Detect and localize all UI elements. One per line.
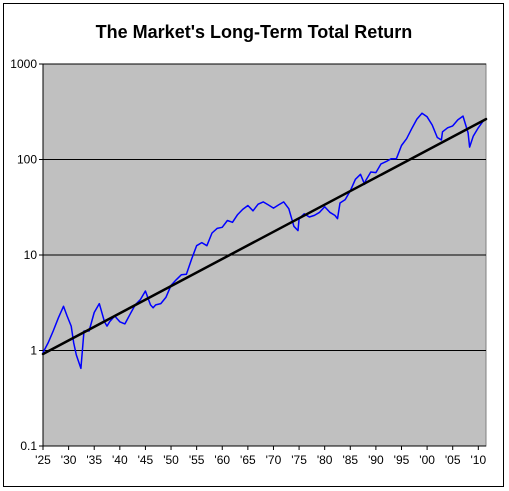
x-tick-label-8: '65: [240, 453, 256, 467]
x-axis-ticks: '25 '30 '35 '40 '45 '50 '55 '60 '65 '70 '75 '80 '85 '…: [35, 445, 486, 467]
x-tick-label-16: '05: [445, 453, 461, 467]
x-tick-label-1: '30: [61, 453, 77, 467]
chart-frame: The Market's Long-Term Total Return 0.1 1…: [3, 3, 504, 487]
y-tick-label-2: 10: [24, 248, 38, 262]
x-tick-label-7: '60: [214, 453, 230, 467]
x-tick-label-3: '40: [112, 453, 128, 467]
y-tick-label-4: 1000: [10, 57, 37, 71]
x-tick-label-9: '70: [266, 453, 282, 467]
y-tick-label-0: 0.1: [20, 439, 37, 453]
y-axis-ticks: 0.1 1 10 100 1000: [10, 57, 44, 453]
series-layer: [41, 112, 488, 370]
x-tick-label-17: '10: [470, 453, 486, 467]
x-tick-label-13: '90: [368, 453, 384, 467]
x-tick-label-4: '45: [138, 453, 154, 467]
x-tick-label-14: '95: [394, 453, 410, 467]
chart-svg: The Market's Long-Term Total Return 0.1 1…: [10, 22, 488, 467]
x-tick-label-11: '80: [317, 453, 333, 467]
chart-title: The Market's Long-Term Total Return: [96, 22, 413, 42]
x-tick-label-12: '85: [342, 453, 358, 467]
y-tick-label-1: 1: [30, 344, 37, 358]
x-tick-label-0: '25: [35, 453, 51, 467]
trend-line: [41, 117, 488, 356]
x-tick-label-6: '55: [189, 453, 205, 467]
x-tick-label-5: '50: [163, 453, 179, 467]
total-return-series-line: [42, 112, 485, 370]
grid-lines: [43, 63, 486, 351]
y-tick-label-3: 100: [17, 153, 37, 167]
x-tick-label-10: '75: [291, 453, 307, 467]
x-tick-label-2: '35: [86, 453, 102, 467]
x-tick-label-15: '00: [419, 453, 435, 467]
